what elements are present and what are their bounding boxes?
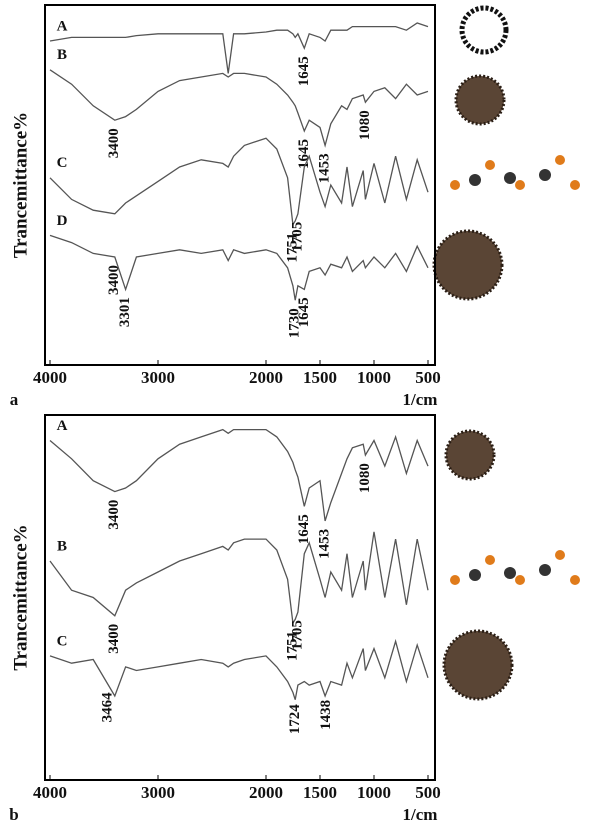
x-tick-label: 1000 — [357, 783, 391, 802]
series-label: D — [57, 213, 68, 229]
spectrum-line — [49, 531, 429, 625]
plot-frame — [44, 414, 436, 781]
fullerene-icon — [442, 629, 514, 701]
series-label: C — [57, 155, 68, 171]
spectrum-line — [49, 22, 429, 74]
peak-label: 1080 — [357, 110, 373, 140]
peak-label: 3464 — [99, 692, 115, 723]
x-tick-label: 3000 — [141, 783, 175, 802]
x-tick-label: 2000 — [249, 783, 283, 802]
spectrum-line — [49, 69, 429, 148]
peak-label: 1453 — [317, 153, 333, 183]
series-label: A — [57, 18, 68, 34]
series-label: C — [57, 633, 68, 649]
peak-label: 1080 — [357, 463, 373, 493]
x-axis-label: 1/cm — [403, 390, 438, 409]
peak-label: 3400 — [106, 624, 122, 654]
y-axis-label: Trancemittance% — [10, 112, 31, 258]
peak-label: 1645 — [296, 56, 312, 86]
peak-label: 1705 — [289, 222, 305, 252]
series-label: B — [57, 538, 67, 554]
peak-label: 1751 — [284, 631, 300, 661]
y-axis-label: Trancemittance% — [10, 524, 31, 670]
fullerene-icon — [459, 5, 509, 55]
peak-label: 3400 — [106, 128, 122, 158]
monomer-icon — [450, 155, 580, 190]
x-axis-label: 1/cm — [403, 805, 438, 824]
peak-label: 1645 — [296, 139, 312, 169]
peak-label: 1645 — [296, 514, 312, 544]
series-label: A — [57, 418, 68, 434]
peak-label: 1453 — [317, 529, 333, 559]
spectrum-line — [49, 234, 429, 301]
peak-label: 1730 — [287, 308, 303, 338]
spectrum-line — [49, 428, 429, 522]
x-tick-label: 1500 — [303, 783, 337, 802]
peak-label: 3400 — [106, 265, 122, 295]
peak-label: 1438 — [318, 700, 334, 730]
x-tick-label: 500 — [415, 368, 441, 387]
fullerene-icon — [432, 229, 504, 301]
x-tick-label: 3000 — [141, 368, 175, 387]
peak-label: 1705 — [289, 620, 305, 650]
x-tick-label: 4000 — [33, 783, 67, 802]
x-tick-label: 500 — [415, 783, 441, 802]
peak-label: 1724 — [287, 704, 303, 735]
panel-label: a — [10, 390, 19, 409]
peak-label: 1645 — [296, 297, 312, 327]
peak-label: 3301 — [117, 297, 133, 327]
peak-label: 1751 — [284, 233, 300, 263]
series-label: B — [57, 47, 67, 63]
x-tick-label: 2000 — [249, 368, 283, 387]
fullerene-icon — [454, 74, 506, 126]
plot-frame — [44, 4, 436, 366]
molecule-icons — [432, 5, 580, 701]
x-tick-label: 4000 — [33, 368, 67, 387]
monomer-icon — [450, 550, 580, 585]
x-tick-label: 1000 — [357, 368, 391, 387]
fullerene-icon — [444, 429, 496, 481]
peak-label: 3400 — [106, 500, 122, 530]
panel-label: b — [9, 805, 18, 824]
spectrum-line — [49, 137, 429, 227]
x-tick-label: 1500 — [303, 368, 337, 387]
spectrum-line — [49, 638, 429, 700]
